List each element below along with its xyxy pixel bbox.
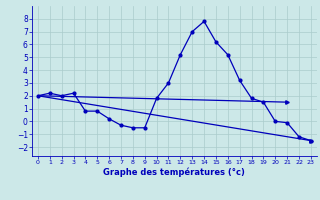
X-axis label: Graphe des températures (°c): Graphe des températures (°c) (103, 168, 245, 177)
